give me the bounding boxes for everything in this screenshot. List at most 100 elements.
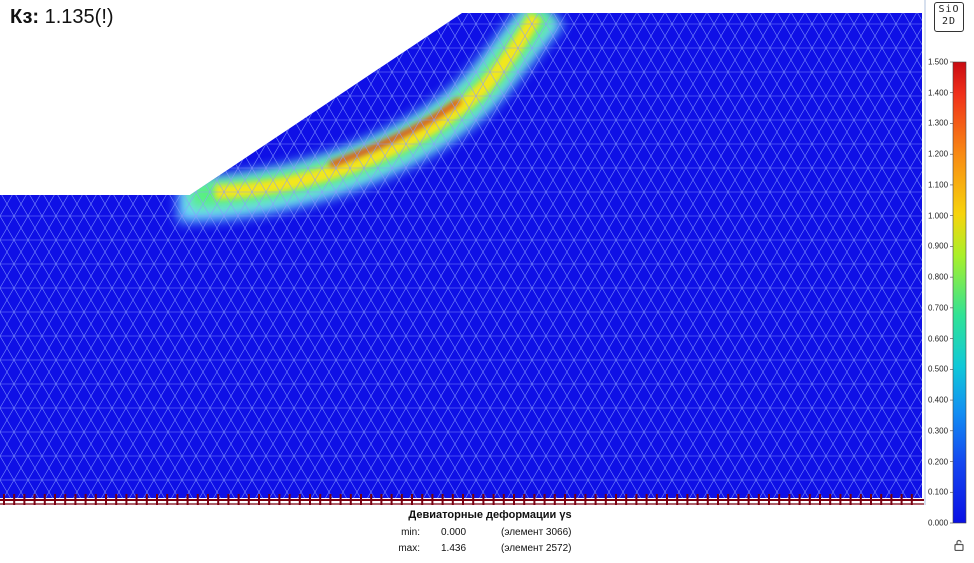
fixed-support-marker [502, 494, 505, 505]
fixed-support-marker [186, 494, 189, 505]
fixed-support-marker [64, 494, 67, 505]
fixed-support-marker [615, 494, 617, 505]
fixed-support-marker [23, 494, 26, 505]
fixed-support-marker [564, 494, 566, 505]
fixed-support-marker [880, 494, 883, 505]
fixed-support-marker [890, 494, 893, 505]
fixed-support-marker [900, 494, 903, 505]
fixed-support-marker [645, 494, 648, 505]
legend-tick-label: 0.100 [928, 487, 949, 497]
fixed-support-marker [635, 494, 638, 505]
fixed-support-marker [258, 494, 260, 505]
fixed-support-marker [298, 494, 301, 505]
fixed-support-marker [686, 494, 689, 505]
fixed-support-marker [604, 494, 607, 505]
legend-tick-label: 1.500 [928, 57, 949, 67]
legend-tick-label: 1.400 [928, 88, 949, 98]
fixed-support-marker [849, 494, 852, 505]
max-value: 1.436 [441, 543, 467, 554]
fixed-support-marker [553, 494, 556, 505]
fixed-support-marker [492, 494, 495, 505]
fixed-support-marker [543, 494, 546, 505]
fixed-support-marker [666, 494, 668, 505]
fixed-support-marker [808, 494, 811, 505]
fixed-support-marker [574, 494, 577, 505]
legend-tick-label: 0.900 [928, 241, 949, 251]
safety-factor: Кз: 1.135(!) [10, 6, 114, 29]
legend-tick-label: 0.500 [928, 364, 949, 374]
fixed-support-marker [339, 494, 342, 505]
canvas-edge [924, 0, 926, 505]
fixed-support-marker [196, 494, 199, 505]
fixed-support-marker [329, 494, 332, 505]
fixed-support-marker [319, 494, 322, 505]
fixed-support-marker [400, 494, 403, 505]
logo-line-2: 2D [941, 16, 957, 27]
legend-tick-label: 0.300 [928, 426, 949, 436]
fixed-support-marker [594, 494, 597, 505]
fixed-support-marker [115, 494, 118, 505]
fixed-support-marker [706, 494, 709, 505]
fixed-support-marker [166, 494, 169, 505]
fixed-support-marker [870, 494, 872, 505]
fixed-support-marker [176, 494, 179, 505]
fixed-support-marker [207, 494, 209, 505]
legend-tick-label: 1.100 [928, 180, 949, 190]
legend-tick-label: 0.600 [928, 334, 949, 344]
legend-tick-label: 1.000 [928, 211, 949, 221]
fixed-support-marker [43, 494, 46, 505]
app-logo[interactable]: SiO 2D [934, 2, 964, 32]
fixed-support-marker [217, 494, 220, 505]
legend-labels: 1.500 1.400 1.300 1.200 1.100 1.000 0.900 0.800… [928, 0, 954, 563]
fixed-support-marker [717, 494, 719, 505]
fixed-support-marker [533, 494, 536, 505]
fixed-support-marker [125, 494, 128, 505]
fixed-support-marker [839, 494, 842, 505]
fixed-support-marker [778, 494, 781, 505]
lock-icon[interactable] [953, 539, 965, 552]
fixed-support-marker [482, 494, 485, 505]
fixed-support-marker [451, 494, 454, 505]
result-title: Девиаторные деформации γs [408, 509, 572, 521]
legend-tick-label: 1.200 [928, 149, 949, 159]
fixed-support-marker [798, 494, 801, 505]
safety-factor-label: Кз: [10, 6, 40, 28]
fixed-support-marker [278, 494, 281, 505]
legend-tick-label: 0.200 [928, 457, 949, 467]
max-label: max: [398, 543, 420, 554]
fixed-support-marker [513, 494, 515, 505]
fixed-support-marker [859, 494, 862, 505]
legend-tick-label: 0.000 [928, 518, 949, 528]
min-element-ref: (элемент 3066) [501, 527, 572, 538]
fixed-support-marker [33, 494, 36, 505]
boundary-supports [0, 494, 924, 505]
min-label: min: [401, 527, 420, 538]
fixed-support-marker [247, 494, 250, 505]
fixed-support-marker [757, 494, 760, 505]
fixed-support-marker [74, 494, 77, 505]
fixed-support-marker [288, 494, 291, 505]
fixed-support-marker [737, 494, 740, 505]
logo-line-1: SiO [938, 4, 960, 15]
fixed-support-marker [309, 494, 311, 505]
soil-mesh [0, 13, 922, 498]
fixed-support-marker [829, 494, 832, 505]
fixed-support-marker [788, 494, 791, 505]
fixed-support-marker [390, 494, 393, 505]
max-element-ref: (элемент 2572) [501, 543, 572, 554]
fixed-support-marker [462, 494, 464, 505]
fixed-support-marker [819, 494, 821, 505]
fixed-support-marker [370, 494, 373, 505]
fixed-support-marker [380, 494, 383, 505]
fixed-support-marker [523, 494, 526, 505]
fixed-support-marker [84, 494, 87, 505]
fixed-support-marker [145, 494, 148, 505]
fixed-support-marker [135, 494, 138, 505]
fixed-support-marker [584, 494, 587, 505]
fixed-support-marker [156, 494, 158, 505]
fixed-support-marker [625, 494, 628, 505]
fixed-support-marker [227, 494, 230, 505]
fixed-support-marker [910, 494, 913, 505]
